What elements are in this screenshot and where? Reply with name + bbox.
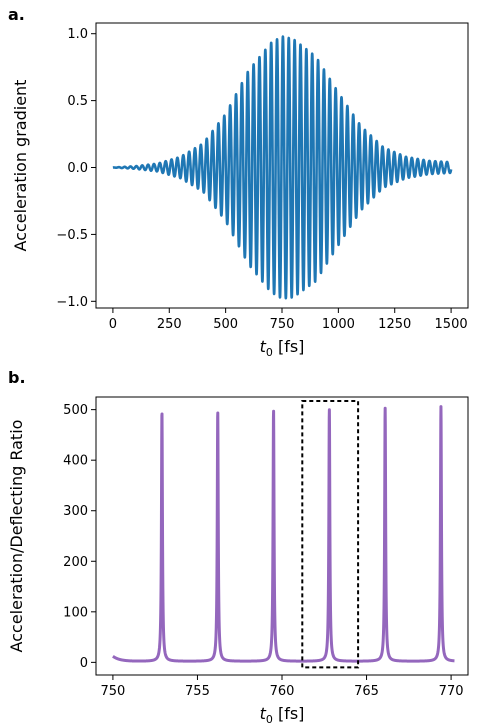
a-x-tick-label: 0 [109, 317, 117, 332]
a-y-tick-label: −1.0 [56, 295, 88, 310]
ratio-series [111, 405, 456, 663]
highlight-dashed-box [301, 400, 360, 669]
b-y-tick-label: 0 [80, 656, 88, 671]
a-x-tick-label: 750 [270, 317, 295, 332]
acceleration-gradient-line [111, 35, 453, 300]
a-y-tick-label: 0.5 [67, 94, 88, 109]
panel-a-y-axis-label: Acceleration gradient [11, 80, 30, 252]
a-x-tick-label: 1000 [322, 317, 355, 332]
b-x-tick-label: 765 [354, 684, 379, 699]
panel-a-x-ticks: 0 250 500 750 1000 1250 1500 [109, 308, 468, 332]
b-x-tick-label: 750 [100, 684, 125, 699]
panel-a-y-ticks: −1.0 −0.5 0.0 0.5 1.0 [56, 27, 96, 310]
panel-b-x-axis-label-unit: [fs] [273, 704, 305, 723]
b-y-tick-label: 500 [63, 403, 88, 418]
panel-b-axes-frame [95, 396, 469, 676]
panel-a-x-axis-label-sub: 0 [266, 346, 273, 359]
panel-a-chart: 0 250 500 750 1000 1250 1500 −1.0 −0.5 0.0 0.5 1.0… [11, 22, 469, 359]
b-x-tick-label: 760 [270, 684, 295, 699]
panel-b-y-axis-label: Acceleration/Deflecting Ratio [7, 420, 26, 653]
panel-b-x-axis-label-sub: 0 [266, 713, 273, 726]
panel-a-x-axis-label-main: t [260, 337, 267, 356]
panel-b-x-ticks: 750 755 760 765 770 [100, 675, 464, 699]
panel-b-x-axis-label: t0 [fs] [260, 704, 305, 726]
b-x-tick-label: 770 [439, 684, 464, 699]
a-x-tick-label: 1250 [378, 317, 411, 332]
panel-b-x-axis-label-main: t [260, 704, 267, 723]
b-y-tick-label: 100 [63, 605, 88, 620]
a-y-tick-label: −0.5 [56, 228, 88, 243]
b-y-tick-label: 300 [63, 504, 88, 519]
ratio-line [111, 405, 456, 663]
a-x-tick-label: 500 [213, 317, 238, 332]
panel-b-y-ticks: 0 100 200 300 400 500 [63, 403, 96, 671]
panel-a-x-axis-label-unit: [fs] [273, 337, 305, 356]
a-y-tick-label: 0.0 [67, 161, 88, 176]
a-x-tick-label: 1500 [435, 317, 468, 332]
a-y-tick-label: 1.0 [67, 27, 88, 42]
panel-a-label: a. [8, 5, 25, 24]
a-x-tick-label: 250 [157, 317, 182, 332]
b-x-tick-label: 755 [185, 684, 210, 699]
b-y-tick-label: 200 [63, 555, 88, 570]
panel-b-label: b. [8, 368, 26, 387]
panel-a-x-axis-label: t0 [fs] [260, 337, 305, 359]
b-y-tick-label: 400 [63, 454, 88, 469]
acceleration-gradient-series [111, 35, 453, 300]
